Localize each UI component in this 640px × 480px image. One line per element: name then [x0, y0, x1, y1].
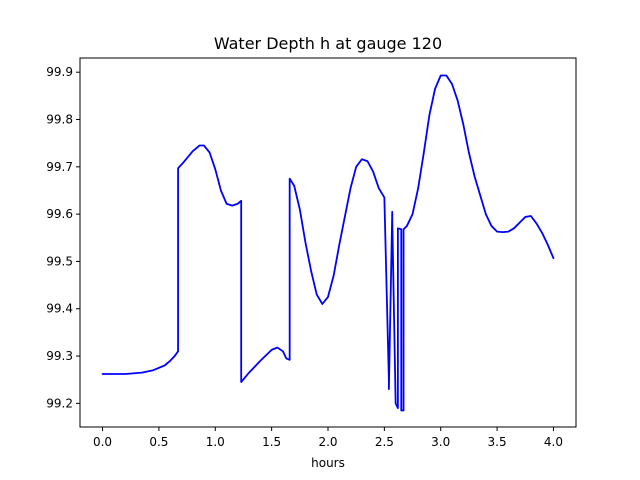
y-axis: 99.2 99.3 99.4 99.5 99.6 99.7 99.8 99.9: [46, 65, 80, 410]
x-tick-label: 3.5: [488, 435, 507, 449]
x-tick-label: 1.5: [262, 435, 281, 449]
y-tick-label: 99.4: [46, 302, 73, 316]
x-tick-label: 1.0: [206, 435, 225, 449]
y-tick-label: 99.3: [46, 349, 73, 363]
y-tick-label: 99.7: [46, 160, 73, 174]
chart-title: Water Depth h at gauge 120: [214, 34, 442, 53]
x-tick-label: 2.0: [318, 435, 337, 449]
y-tick-label: 99.9: [46, 65, 73, 79]
x-axis-label: hours: [311, 456, 345, 470]
x-tick-label: 0.0: [93, 435, 112, 449]
x-tick-label: 0.5: [149, 435, 168, 449]
plot-series: [101, 74, 555, 412]
y-tick-label: 99.8: [46, 113, 73, 127]
x-tick-label: 4.0: [544, 435, 563, 449]
x-tick-label: 2.5: [375, 435, 394, 449]
series-line: [101, 74, 555, 412]
x-tick-label: 3.0: [431, 435, 450, 449]
x-axis: 0.0 0.5 1.0 1.5 2.0 2.5 3.0 3.5 4.0: [93, 427, 563, 449]
y-tick-label: 99.6: [46, 207, 73, 221]
y-tick-label: 99.5: [46, 254, 73, 268]
y-tick-label: 99.2: [46, 396, 73, 410]
plot-frame: [79, 57, 577, 428]
